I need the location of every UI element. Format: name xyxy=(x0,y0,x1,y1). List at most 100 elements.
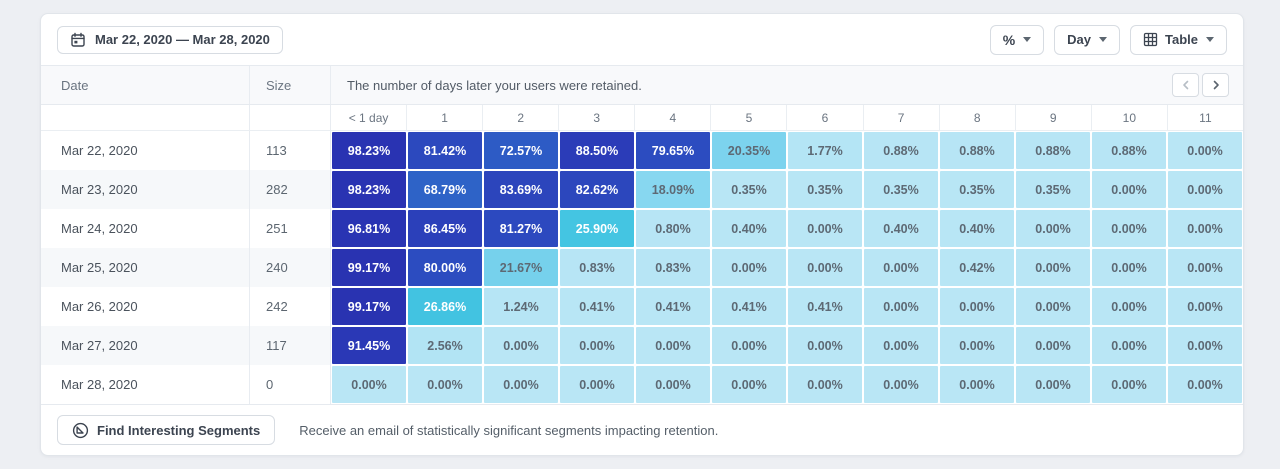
retention-cell[interactable]: 68.79% xyxy=(408,171,482,208)
retention-cell[interactable]: 0.83% xyxy=(636,249,710,286)
retention-cell[interactable]: 0.40% xyxy=(712,210,786,247)
retention-cell[interactable]: 91.45% xyxy=(332,327,406,364)
retention-cell[interactable]: 0.00% xyxy=(1092,210,1166,247)
retention-cell[interactable]: 0.00% xyxy=(1092,288,1166,325)
retention-cell[interactable]: 0.00% xyxy=(1092,249,1166,286)
retention-cell[interactable]: 0.00% xyxy=(940,366,1014,403)
retention-cell[interactable]: 0.83% xyxy=(560,249,634,286)
row-size: 117 xyxy=(249,326,331,365)
retention-cell[interactable]: 0.42% xyxy=(940,249,1014,286)
retention-cell[interactable]: 0.00% xyxy=(788,210,862,247)
date-range-button[interactable]: Mar 22, 2020 — Mar 28, 2020 xyxy=(57,25,283,54)
retention-cell[interactable]: 0.00% xyxy=(940,327,1014,364)
retention-cell[interactable]: 0.35% xyxy=(788,171,862,208)
retention-cell[interactable]: 0.00% xyxy=(788,366,862,403)
percent-format-button[interactable]: % xyxy=(989,24,1045,55)
retention-cell[interactable]: 18.09% xyxy=(636,171,710,208)
retention-cell[interactable]: 0.00% xyxy=(560,327,634,364)
retention-cell[interactable]: 0.41% xyxy=(788,288,862,325)
find-segments-button[interactable]: Find Interesting Segments xyxy=(57,415,276,445)
retention-cell[interactable]: 0.00% xyxy=(1168,249,1242,286)
column-pager xyxy=(1172,66,1229,104)
retention-cell[interactable]: 0.00% xyxy=(864,327,938,364)
retention-cell[interactable]: 0.41% xyxy=(636,288,710,325)
retention-cell[interactable]: 20.35% xyxy=(712,132,786,169)
retention-cell[interactable]: 0.41% xyxy=(712,288,786,325)
retention-cell[interactable]: 26.86% xyxy=(408,288,482,325)
retention-cell[interactable]: 0.00% xyxy=(636,366,710,403)
retention-cell[interactable]: 99.17% xyxy=(332,249,406,286)
retention-cell[interactable]: 0.00% xyxy=(1016,249,1090,286)
page-next-button[interactable] xyxy=(1202,73,1229,97)
retention-cell[interactable]: 0.35% xyxy=(940,171,1014,208)
row-date: Mar 26, 2020 xyxy=(61,299,138,314)
retention-cell[interactable]: 0.41% xyxy=(560,288,634,325)
retention-cell[interactable]: 0.00% xyxy=(1168,171,1242,208)
retention-cell[interactable]: 25.90% xyxy=(560,210,634,247)
retention-cell[interactable]: 0.35% xyxy=(864,171,938,208)
page-prev-button[interactable] xyxy=(1172,73,1199,97)
retention-cell[interactable]: 98.23% xyxy=(332,171,406,208)
retention-cell[interactable]: 0.00% xyxy=(1092,366,1166,403)
retention-cell[interactable]: 0.00% xyxy=(1016,366,1090,403)
retention-cell[interactable]: 1.77% xyxy=(788,132,862,169)
find-segments-label: Find Interesting Segments xyxy=(97,422,261,438)
retention-cell[interactable]: 0.00% xyxy=(864,366,938,403)
retention-cell[interactable]: 0.00% xyxy=(788,327,862,364)
granularity-button[interactable]: Day xyxy=(1054,24,1120,55)
retention-cell[interactable]: 0.40% xyxy=(940,210,1014,247)
retention-cell[interactable]: 1.24% xyxy=(484,288,558,325)
retention-cell[interactable]: 80.00% xyxy=(408,249,482,286)
retention-cell[interactable]: 0.00% xyxy=(1168,210,1242,247)
retention-cell[interactable]: 0.88% xyxy=(1016,132,1090,169)
retention-cell[interactable]: 0.00% xyxy=(1168,132,1242,169)
retention-cell[interactable]: 96.81% xyxy=(332,210,406,247)
retention-cell[interactable]: 86.45% xyxy=(408,210,482,247)
retention-cell[interactable]: 0.00% xyxy=(484,366,558,403)
day-header-1: 1 xyxy=(406,105,482,130)
retention-cell[interactable]: 0.00% xyxy=(940,288,1014,325)
retention-cell[interactable]: 0.00% xyxy=(864,288,938,325)
retention-cell[interactable]: 21.67% xyxy=(484,249,558,286)
retention-cell[interactable]: 0.40% xyxy=(864,210,938,247)
retention-cell[interactable]: 88.50% xyxy=(560,132,634,169)
retention-cell[interactable]: 81.27% xyxy=(484,210,558,247)
retention-cell[interactable]: 82.62% xyxy=(560,171,634,208)
retention-cell[interactable]: 0.88% xyxy=(1092,132,1166,169)
retention-cell[interactable]: 0.00% xyxy=(332,366,406,403)
row-size: 282 xyxy=(249,170,331,209)
retention-cell[interactable]: 99.17% xyxy=(332,288,406,325)
retention-cell[interactable]: 0.00% xyxy=(560,366,634,403)
retention-cell[interactable]: 0.00% xyxy=(1092,327,1166,364)
retention-cell[interactable]: 0.00% xyxy=(1168,366,1242,403)
retention-cell[interactable]: 0.35% xyxy=(712,171,786,208)
retention-cell[interactable]: 0.00% xyxy=(864,249,938,286)
retention-cell[interactable]: 0.88% xyxy=(864,132,938,169)
retention-cell[interactable]: 0.00% xyxy=(636,327,710,364)
retention-cell[interactable]: 0.00% xyxy=(712,249,786,286)
retention-cell[interactable]: 2.56% xyxy=(408,327,482,364)
retention-cell[interactable]: 79.65% xyxy=(636,132,710,169)
retention-cell[interactable]: 0.00% xyxy=(408,366,482,403)
retention-cell[interactable]: 0.00% xyxy=(1092,171,1166,208)
retention-cell[interactable]: 81.42% xyxy=(408,132,482,169)
view-mode-button[interactable]: Table xyxy=(1130,24,1227,55)
retention-cell[interactable]: 0.35% xyxy=(1016,171,1090,208)
retention-cell[interactable]: 72.57% xyxy=(484,132,558,169)
retention-cell[interactable]: 0.00% xyxy=(1016,288,1090,325)
retention-cell[interactable]: 0.00% xyxy=(712,366,786,403)
retention-cell[interactable]: 0.00% xyxy=(1016,327,1090,364)
retention-cell[interactable]: 83.69% xyxy=(484,171,558,208)
chevron-down-icon xyxy=(1206,37,1214,42)
retention-cell[interactable]: 0.88% xyxy=(940,132,1014,169)
retention-cell[interactable]: 0.00% xyxy=(712,327,786,364)
retention-cell[interactable]: 98.23% xyxy=(332,132,406,169)
retention-cell[interactable]: 0.00% xyxy=(788,249,862,286)
retention-cell[interactable]: 0.00% xyxy=(1168,288,1242,325)
row-cells: 98.23% 81.42% 72.57% 88.50% 79.65% 20.35% 1.77… xyxy=(331,131,1243,170)
retention-cell[interactable]: 0.00% xyxy=(1016,210,1090,247)
retention-cell[interactable]: 0.80% xyxy=(636,210,710,247)
retention-cell[interactable]: 0.00% xyxy=(1168,327,1242,364)
retention-cell[interactable]: 0.00% xyxy=(484,327,558,364)
day-header-5: 5 xyxy=(710,105,786,130)
